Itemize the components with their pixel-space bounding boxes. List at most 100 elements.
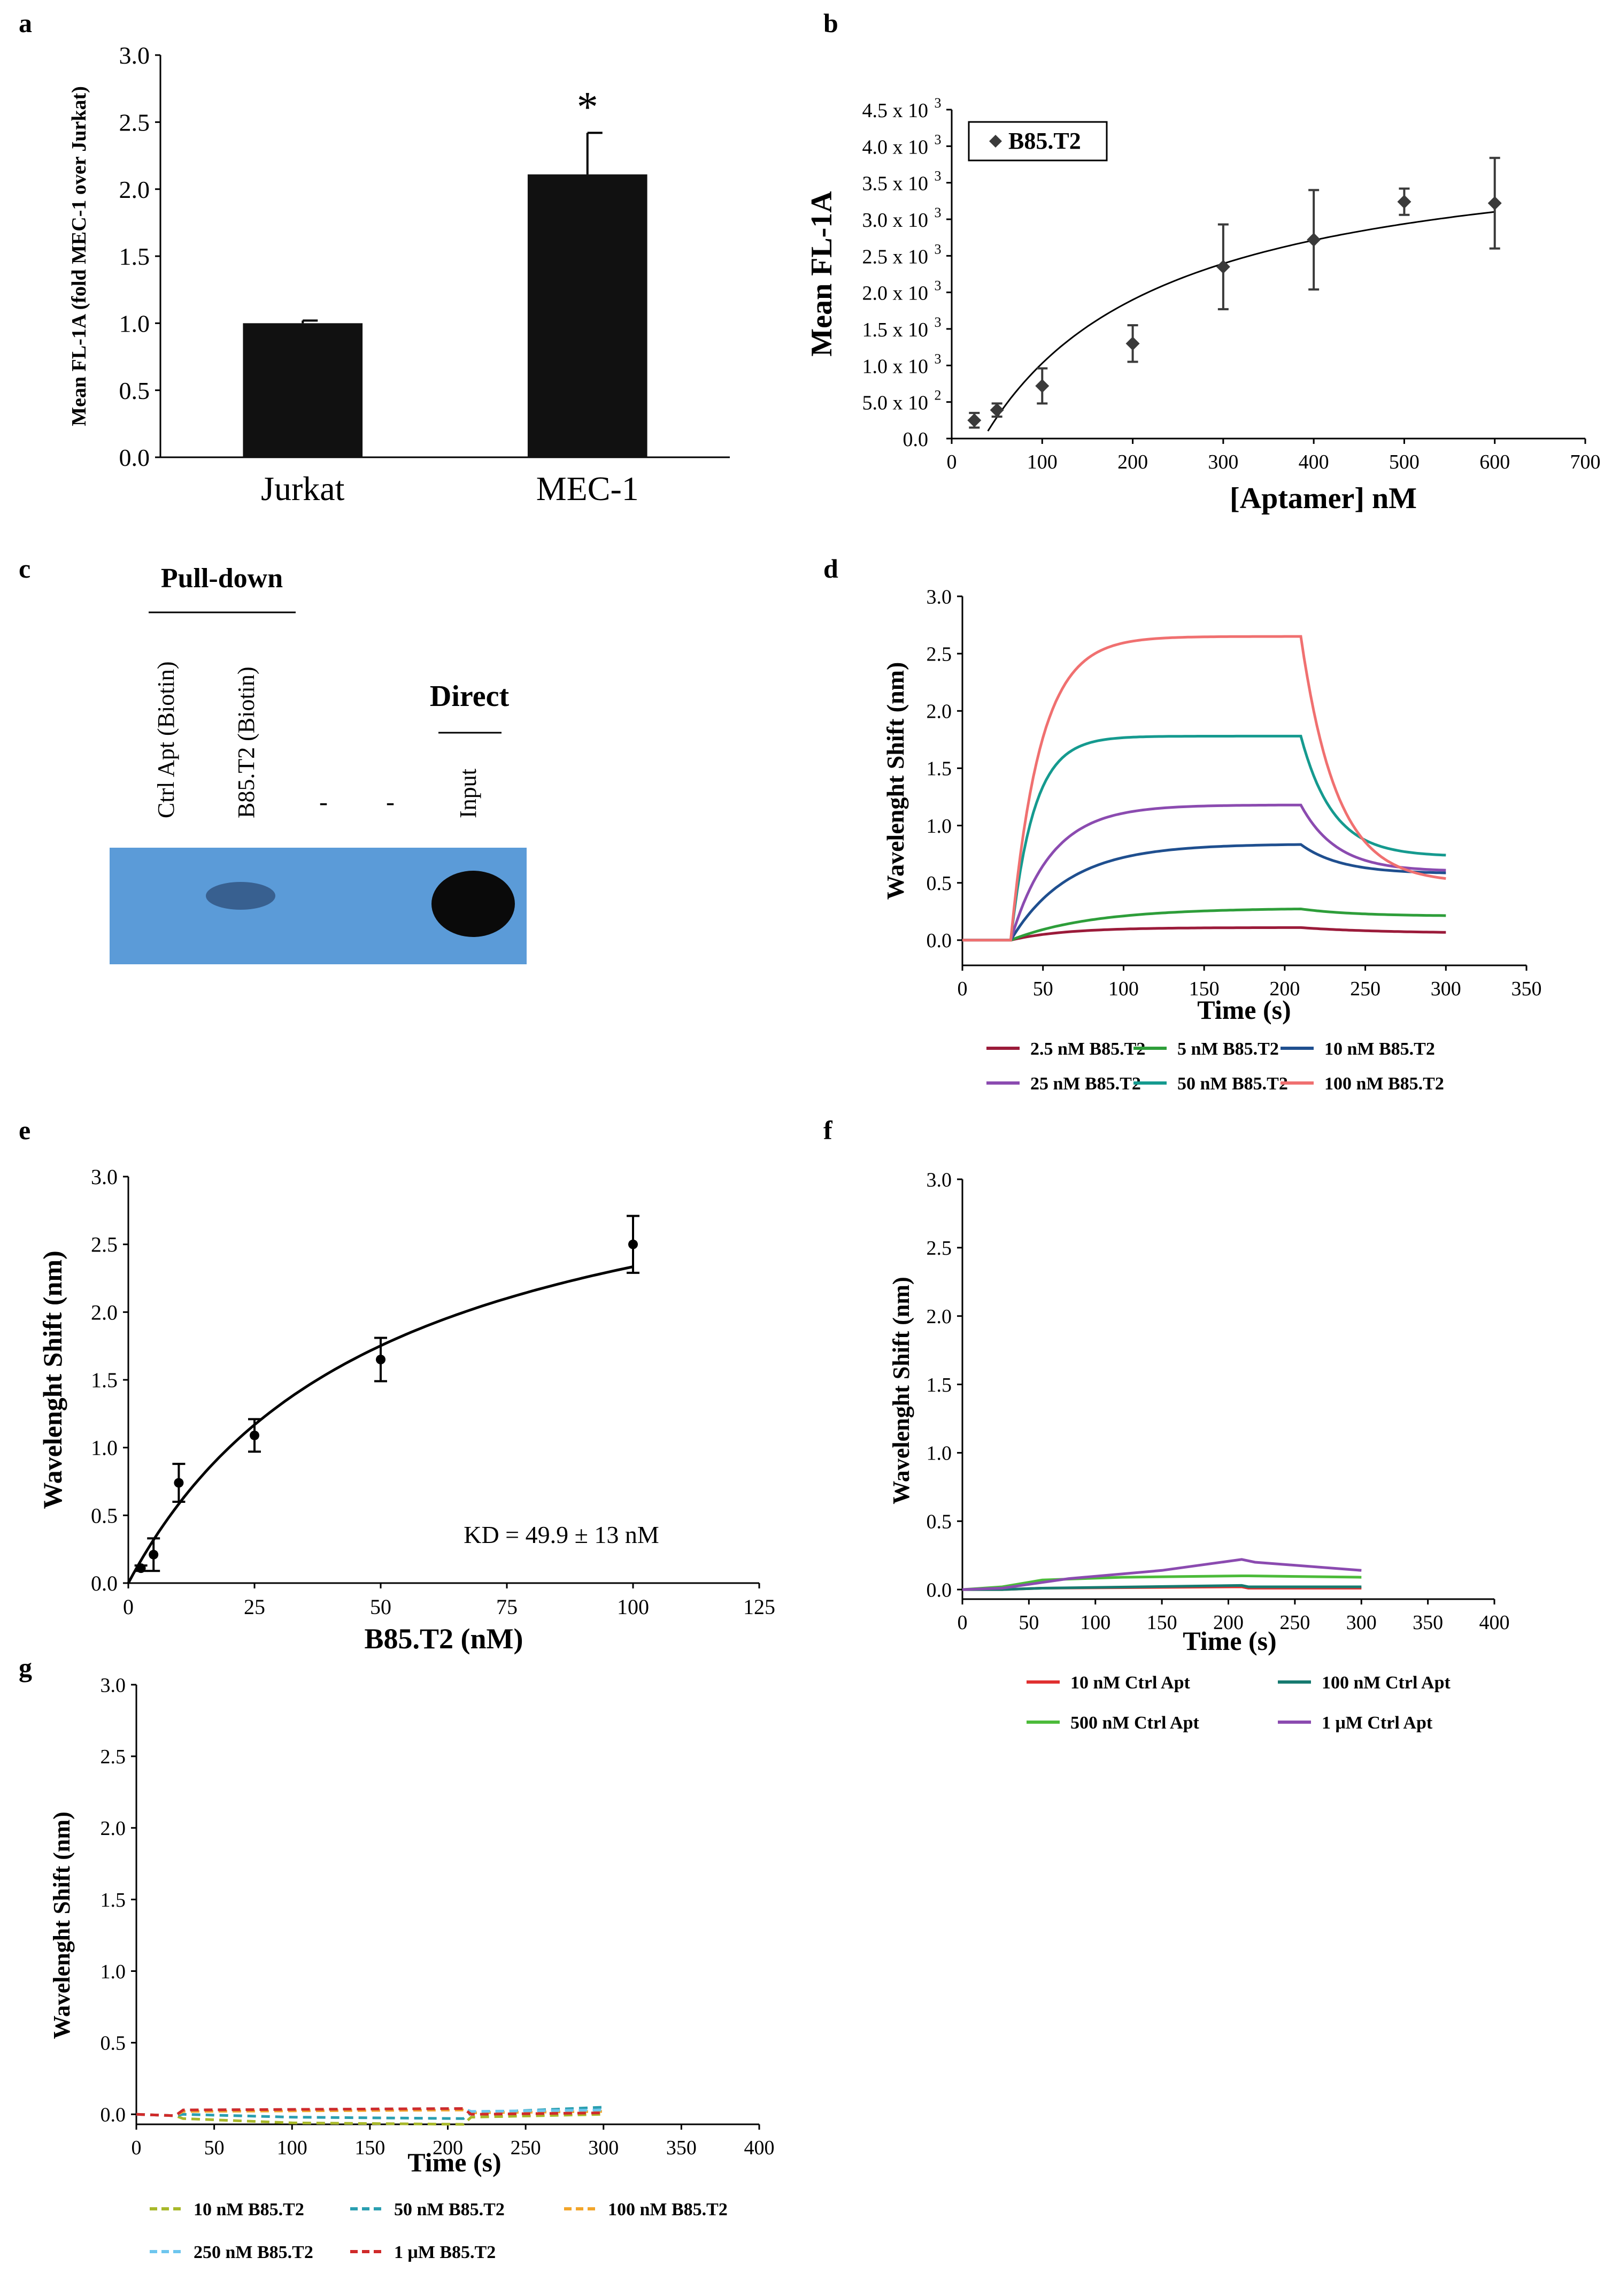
d-y-tick-label: 2.0 (927, 701, 952, 723)
f-x-tick-label: 150 (1147, 1611, 1177, 1634)
e-y-tick-label: 1.5 (91, 1368, 118, 1392)
e-data-point (250, 1430, 259, 1440)
b-x-tick-label: 300 (1208, 451, 1238, 473)
g-x-tick-label: 400 (744, 2137, 775, 2159)
g-x-tick-label: 0 (132, 2137, 142, 2159)
f-x-axis-label: Time (s) (1183, 1626, 1276, 1656)
c-lane-label: - (386, 788, 395, 816)
b-x-tick-label: 600 (1479, 451, 1510, 473)
g-legend-label: 50 nM B85.T2 (394, 2200, 505, 2220)
f-legend-label: 1 μM Ctrl Apt (1322, 1713, 1433, 1733)
b-x-tick-label: 500 (1389, 451, 1420, 473)
f-y-tick-label: 2.0 (927, 1306, 952, 1328)
d-x-tick-label: 300 (1431, 978, 1461, 1000)
g-x-axis-label: Time (s) (407, 2147, 501, 2177)
d-series-line (962, 907, 1446, 942)
panel-label-d: d (823, 554, 838, 583)
panel-label-g: g (19, 1653, 32, 1683)
e-y-tick-label: 2.0 (91, 1300, 118, 1324)
c-lane-label: Input (455, 769, 481, 818)
f-x-tick-label: 0 (958, 1611, 968, 1634)
e-data-point (628, 1239, 638, 1249)
b-fit-curve (987, 211, 1495, 432)
g-x-tick-label: 250 (511, 2137, 541, 2159)
panel-label-b: b (823, 8, 838, 38)
g-x-tick-label: 50 (204, 2137, 225, 2159)
g-legend-label: 250 nM B85.T2 (194, 2243, 313, 2262)
d-series-line (962, 803, 1446, 942)
g-y-tick-label: 2.0 (101, 1817, 126, 1840)
b-x-tick-label: 400 (1299, 451, 1329, 473)
g-y-tick-label: 3.0 (101, 1674, 126, 1696)
f-y-tick-label: 1.0 (927, 1442, 952, 1465)
f-y-tick-label: 3.0 (927, 1169, 952, 1191)
b-y-tick-label: 1.5 x 10 (862, 319, 929, 341)
d-x-tick-label: 200 (1269, 978, 1300, 1000)
d-x-tick-label: 50 (1033, 978, 1053, 1000)
f-x-tick-label: 400 (1479, 1611, 1510, 1634)
b-y-tick-label: 1.0 x 10 (862, 355, 929, 378)
b-data-point (1216, 259, 1230, 274)
f-x-tick-label: 300 (1346, 1611, 1377, 1634)
c-band-input (431, 871, 515, 937)
d-y-tick-label: 2.5 (927, 643, 952, 665)
f-x-tick-label: 350 (1413, 1611, 1443, 1634)
f-legend-label: 500 nM Ctrl Apt (1070, 1713, 1200, 1733)
e-x-tick-label: 75 (496, 1595, 518, 1619)
g-x-tick-label: 100 (277, 2137, 307, 2159)
g-y-tick-label: 0.5 (101, 2032, 126, 2055)
e-data-point (149, 1549, 159, 1560)
b-y-tick-exponent: 3 (935, 351, 942, 366)
c-lane-label: B85.T2 (Biotin) (233, 666, 259, 818)
a-bar-mec1 (527, 174, 647, 457)
b-y-tick-label: 2.0 x 10 (862, 282, 929, 305)
a-y-tick-label: 0.5 (119, 377, 150, 404)
e-data-point (174, 1478, 184, 1488)
b-x-tick-label: 700 (1570, 451, 1601, 473)
b-x-tick-label: 200 (1117, 451, 1148, 473)
b-y-tick-label: 3.0 x 10 (862, 209, 929, 232)
e-x-tick-label: 50 (370, 1595, 391, 1619)
g-y-axis-label: Wavelenght Shift (nm) (49, 1811, 75, 2039)
a-y-tick-label: 2.0 (119, 176, 150, 203)
g-y-tick-label: 0.0 (101, 2104, 126, 2126)
b-y-axis-label: Mean FL-1A (805, 191, 838, 357)
f-y-tick-label: 0.0 (927, 1579, 952, 1601)
b-y-tick-exponent: 3 (935, 278, 942, 294)
c-direct-title: Direct (430, 680, 510, 713)
d-y-tick-label: 0.0 (927, 930, 952, 952)
g-legend-label: 1 μM B85.T2 (394, 2243, 496, 2262)
g-x-tick-label: 300 (588, 2137, 619, 2159)
b-y-tick-label: 3.5 x 10 (862, 173, 929, 195)
g-x-tick-label: 150 (354, 2137, 385, 2159)
d-legend-label: 10 nM B85.T2 (1324, 1039, 1435, 1059)
d-x-axis-label: Time (s) (1197, 995, 1291, 1025)
b-y-tick-exponent: 3 (935, 205, 942, 220)
a-bar-jurkat (243, 323, 363, 457)
b-x-tick-label: 0 (947, 451, 957, 473)
b-data-point (1035, 379, 1050, 393)
e-y-tick-label: 1.0 (91, 1436, 118, 1460)
e-data-point (136, 1563, 146, 1573)
c-band-b85t2 (206, 882, 275, 910)
a-y-tick-label: 0.0 (119, 444, 150, 471)
a-y-tick-label: 1.0 (119, 310, 150, 337)
g-y-tick-label: 1.5 (101, 1889, 126, 1911)
panel-label-c: c (19, 554, 30, 583)
f-x-tick-label: 250 (1279, 1611, 1310, 1634)
e-x-tick-label: 25 (244, 1595, 265, 1619)
e-y-axis-label: Wavelenght Shift (nm) (37, 1250, 67, 1509)
e-x-axis-label: B85.T2 (nM) (365, 1623, 523, 1655)
b-data-point (1487, 196, 1502, 210)
f-y-tick-label: 2.5 (927, 1237, 952, 1260)
g-series-line (136, 2107, 604, 2117)
d-legend-label: 100 nM B85.T2 (1324, 1074, 1444, 1094)
d-legend-label: 5 nM B85.T2 (1177, 1039, 1279, 1059)
b-y-tick-label: 4.5 x 10 (862, 99, 929, 122)
a-x-tick-label: MEC-1 (536, 470, 639, 508)
d-y-tick-label: 1.0 (927, 815, 952, 838)
c-pulldown-title: Pull-down (161, 563, 283, 594)
panel-label-a: a (19, 8, 32, 38)
b-y-tick-label: 4.0 x 10 (862, 136, 929, 158)
